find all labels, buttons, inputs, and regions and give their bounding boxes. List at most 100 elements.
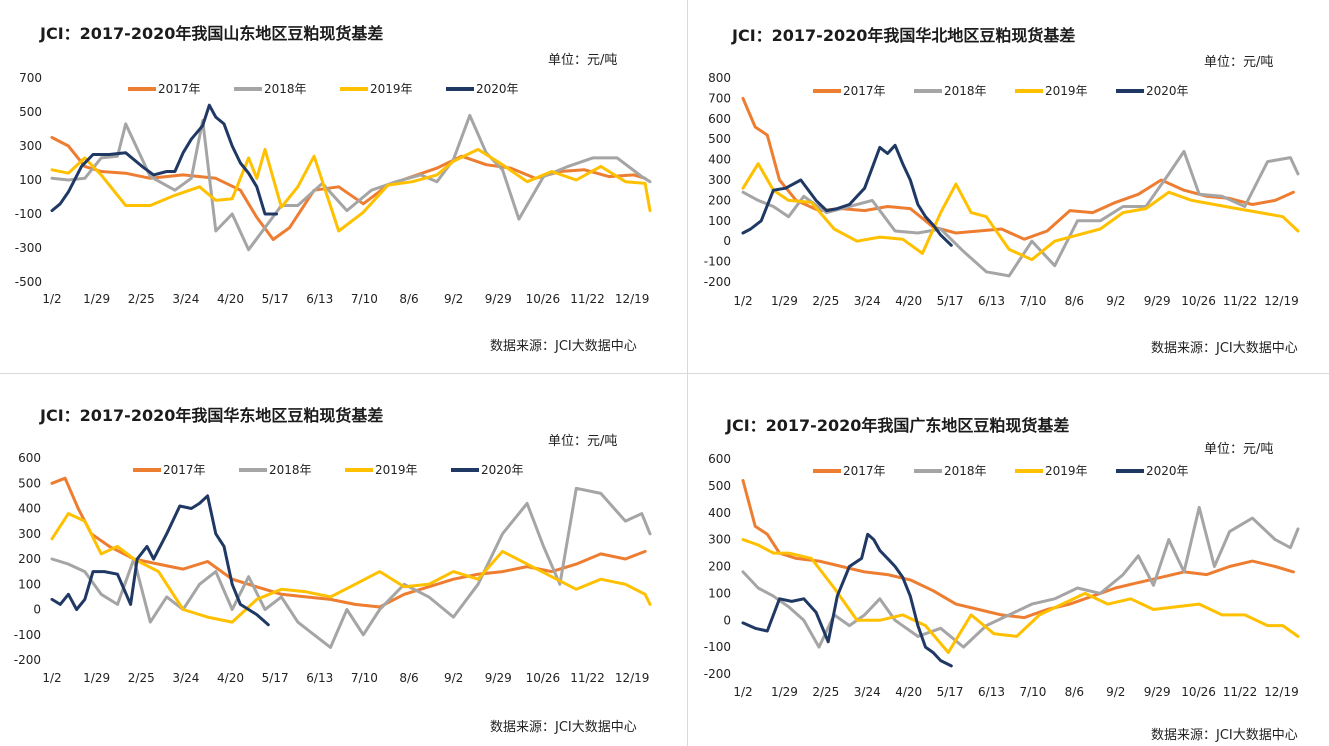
unit-label: 单位：元/吨	[548, 434, 618, 449]
y-tick-label: -300	[15, 241, 42, 255]
x-tick-label: 9/29	[1144, 294, 1171, 308]
x-tick-label: 10/26	[1181, 685, 1216, 699]
unit-label: 单位：元/吨	[548, 53, 618, 68]
y-tick-label: 300	[708, 533, 731, 547]
series-line-2017	[741, 479, 1295, 620]
x-tick-label: 6/13	[978, 685, 1005, 699]
legend-label: 2019年	[375, 463, 418, 477]
x-tick-label: 11/22	[570, 292, 605, 306]
data-source-label: 数据来源：JCI大数据中心	[490, 720, 637, 735]
y-tick-label: 300	[708, 173, 731, 187]
series-line-2019	[50, 147, 652, 233]
legend-label: 2018年	[944, 464, 987, 478]
chart-panel-2: JCI：2017-2020年我国华北地区豆粕现货基差 单位：元/吨 数据来源：JCI…	[688, 0, 1329, 373]
y-tick-label: 700	[708, 91, 731, 105]
x-tick-label: 4/20	[895, 685, 922, 699]
series-line-2020	[741, 143, 953, 247]
x-tick-label: 9/29	[485, 671, 512, 685]
x-tick-label: 2/25	[812, 294, 839, 308]
x-tick-label: 5/17	[937, 685, 964, 699]
chart-title: JCI：2017-2020年我国华东地区豆粕现货基差	[40, 406, 384, 425]
legend-label: 2019年	[370, 82, 413, 96]
y-tick-label: -200	[704, 275, 731, 289]
series-line-2020	[50, 494, 270, 627]
y-tick-label: -100	[14, 628, 41, 642]
y-tick-label: 400	[708, 153, 731, 167]
series-line-2017	[50, 476, 647, 609]
y-tick-label: 200	[708, 560, 731, 574]
x-tick-label: 12/19	[615, 292, 650, 306]
x-tick-label: 12/19	[1264, 294, 1299, 308]
legend-label: 2017年	[843, 84, 886, 98]
unit-label: 单位：元/吨	[1204, 55, 1274, 70]
chart-panel-3: JCI：2017-2020年我国华东地区豆粕现货基差单位：元/吨数据来源：JCI…	[0, 374, 687, 746]
legend-label: 2019年	[1045, 84, 1088, 98]
x-tick-label: 5/17	[262, 292, 289, 306]
y-tick-label: 0	[723, 234, 731, 248]
x-tick-label: 1/29	[83, 292, 110, 306]
x-tick-label: 1/29	[83, 671, 110, 685]
x-tick-label: 1/2	[42, 671, 61, 685]
x-tick-label: 9/2	[444, 292, 463, 306]
x-tick-label: 7/10	[1019, 685, 1046, 699]
panel-divider-horizontal	[0, 373, 1329, 374]
x-tick-label: 6/13	[306, 671, 333, 685]
y-tick-label: 700	[19, 71, 42, 85]
unit-label: 单位：元/吨	[1204, 442, 1274, 457]
x-tick-label: 9/2	[1106, 685, 1125, 699]
legend-label: 2017年	[158, 82, 201, 96]
y-tick-label: -500	[15, 275, 42, 289]
series-line-2018	[50, 113, 652, 252]
x-tick-label: 11/22	[1223, 685, 1258, 699]
x-tick-label: 5/17	[937, 294, 964, 308]
x-tick-label: 6/13	[306, 292, 333, 306]
line-chart: -200 -100 0 100 200 300 400 500 600 1/2 1/29 2/25 3/…	[14, 451, 652, 685]
y-tick-label: 500	[19, 105, 42, 119]
y-tick-label: 500	[708, 132, 731, 146]
chart-title: JCI：2017-2020年我国山东地区豆粕现货基差	[40, 24, 384, 43]
legend-label: 2020年	[1146, 84, 1189, 98]
x-tick-label: 8/6	[1065, 294, 1084, 308]
y-tick-label: 200	[708, 193, 731, 207]
x-tick-label: 1/2	[733, 685, 752, 699]
legend-label: 2020年	[481, 463, 524, 477]
legend-label: 2020年	[1146, 464, 1189, 478]
x-tick-label: 4/20	[217, 671, 244, 685]
x-tick-label: 11/22	[1223, 294, 1258, 308]
x-tick-label: 4/20	[895, 294, 922, 308]
y-tick-label: 500	[18, 476, 41, 490]
chart-title: JCI：2017-2020年我国广东地区豆粕现货基差	[726, 416, 1070, 435]
line-chart: -500 -300 -100 100 300 500 700 1/2 1/29 2/25 3/24 4…	[15, 71, 652, 306]
data-source-label: 数据来源：JCI大数据中心	[1151, 341, 1298, 356]
y-tick-label: 200	[18, 552, 41, 566]
x-tick-label: 8/6	[399, 671, 418, 685]
y-tick-label: 300	[18, 527, 41, 541]
data-source-label: 数据来源：JCI大数据中心	[490, 339, 637, 354]
x-tick-label: 11/22	[570, 671, 605, 685]
chart-panel-4: JCI：2017-2020年我国广东地区豆粕现货基差 单位：元/吨 数据来源：JCI…	[688, 374, 1329, 746]
series-line-2019	[741, 162, 1300, 262]
line-chart: -200 -100 0 100 200 300 400 500 600 700 800 1/2 1/29…	[704, 71, 1300, 308]
legend-label: 2017年	[843, 464, 886, 478]
y-tick-label: 600	[708, 112, 731, 126]
x-tick-label: 2/25	[128, 671, 155, 685]
x-tick-label: 7/10	[351, 671, 378, 685]
y-tick-label: -200	[14, 653, 41, 667]
x-tick-label: 9/2	[1106, 294, 1125, 308]
y-tick-label: 400	[18, 502, 41, 516]
line-chart: -200 -100 0 100 200 300 400 500 600 1/2 1/29 2/25 3/…	[704, 452, 1300, 699]
x-tick-label: 10/26	[1181, 294, 1216, 308]
y-tick-label: 100	[708, 586, 731, 600]
series-line-2019	[741, 538, 1300, 654]
series-line-2020	[50, 103, 278, 216]
y-tick-label: -100	[704, 640, 731, 654]
chart-panel-1: JCI：2017-2020年我国山东地区豆粕现货基差单位：元/吨数据来源：JCI…	[0, 0, 687, 373]
legend-label: 2018年	[944, 84, 987, 98]
legend-label: 2018年	[264, 82, 307, 96]
series-line-2019	[50, 512, 652, 624]
y-tick-label: 600	[708, 452, 731, 466]
x-tick-label: 10/26	[526, 671, 561, 685]
series-line-2018	[741, 149, 1300, 278]
y-tick-label: 800	[708, 71, 731, 85]
x-tick-label: 9/2	[444, 671, 463, 685]
